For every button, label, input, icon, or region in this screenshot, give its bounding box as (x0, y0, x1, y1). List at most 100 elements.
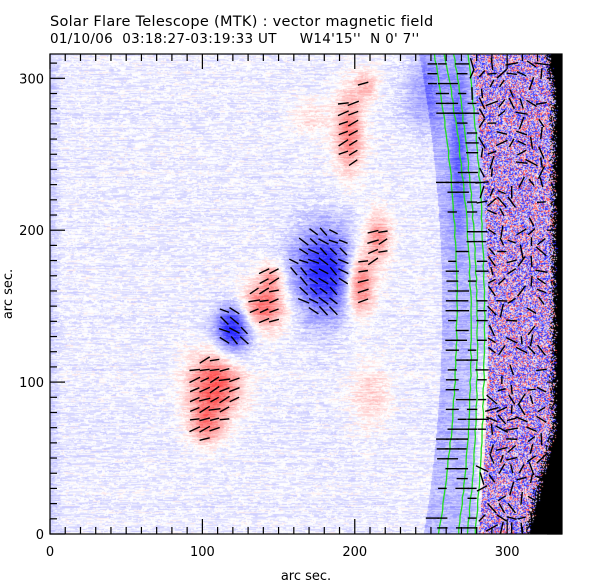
field-vector (189, 376, 201, 384)
field-vector (199, 397, 211, 402)
field-vector (498, 503, 506, 514)
field-vector (475, 465, 489, 473)
field-vector (536, 453, 547, 464)
field-vector (308, 248, 320, 255)
field-vector (529, 395, 534, 405)
field-vector (487, 346, 496, 354)
field-vector (540, 126, 543, 140)
field-vector (329, 277, 338, 285)
field-vector (517, 140, 527, 146)
field-vector (189, 387, 200, 393)
field-vector (338, 120, 349, 126)
field-vector (530, 275, 533, 287)
field-vector (517, 403, 526, 416)
field-vector (496, 299, 508, 302)
field-vector (328, 239, 339, 244)
field-vector (189, 418, 200, 421)
field-vector (479, 185, 485, 199)
field-vector (209, 368, 220, 372)
field-vector (348, 159, 358, 166)
field-vector (338, 277, 349, 285)
field-vector (487, 285, 496, 297)
field-vector (258, 317, 270, 324)
field-vector (478, 70, 486, 78)
field-vector (210, 396, 220, 403)
field-vector (348, 139, 358, 146)
x-tick-label: 300 (495, 545, 520, 560)
field-vector (328, 306, 338, 316)
field-vector (536, 201, 546, 204)
field-vector (536, 344, 546, 356)
field-vector (498, 345, 506, 356)
field-vector (209, 376, 220, 384)
field-vector (508, 97, 515, 110)
field-vector (499, 303, 504, 318)
field-vector (357, 81, 369, 86)
field-vector (497, 495, 507, 502)
field-vector (499, 237, 505, 246)
field-vector (288, 258, 299, 265)
limb-contour-1 (433, 54, 459, 534)
y-axis-label: arc sec. (1, 269, 16, 319)
field-vector (496, 68, 508, 79)
field-vector (539, 157, 543, 168)
field-vector (309, 268, 318, 275)
field-vector (528, 217, 535, 227)
field-vector (527, 436, 536, 443)
field-vector (339, 247, 348, 256)
field-vector (219, 387, 230, 393)
field-vector (298, 248, 309, 255)
field-vector (269, 298, 279, 304)
field-vector (219, 308, 230, 314)
limb-contours (433, 54, 486, 534)
field-vector (209, 385, 220, 394)
field-vector (497, 109, 506, 117)
field-vector (489, 453, 495, 464)
field-vector (489, 188, 495, 197)
field-vector (527, 228, 536, 236)
field-vector (538, 296, 545, 305)
field-vector (529, 334, 534, 347)
field-vector (329, 286, 338, 296)
field-vector (318, 305, 329, 316)
field-vector (537, 485, 546, 492)
field-vector (536, 288, 547, 294)
field-vector (219, 395, 230, 404)
field-vector (485, 406, 499, 412)
field-vector (469, 58, 475, 70)
field-vector (520, 336, 523, 345)
field-vector (337, 110, 349, 117)
field-vector (496, 196, 507, 208)
field-vector (506, 259, 517, 264)
field-vector (478, 108, 486, 119)
field-vector (530, 255, 533, 268)
field-vector (309, 237, 318, 246)
field-vector (259, 299, 269, 303)
field-vector (509, 364, 515, 376)
field-vector (519, 244, 524, 259)
axis-ticks (49, 54, 562, 535)
observation-info: 01/10/06 03:18:27-03:19:33 UT W14'15'' N… (50, 31, 420, 47)
field-vector (516, 149, 527, 156)
field-vector (529, 136, 534, 150)
field-vector (526, 426, 537, 433)
field-vector (529, 444, 534, 454)
field-vector (248, 299, 261, 303)
field-vector (329, 247, 338, 256)
field-vector (478, 118, 486, 128)
field-vector (516, 476, 527, 481)
field-vector (338, 130, 349, 136)
field-vector (478, 514, 486, 522)
x-tick-label: 200 (342, 545, 367, 560)
field-vector (348, 149, 358, 156)
field-vector (519, 98, 524, 109)
field-vector (529, 474, 534, 484)
field-vector (486, 416, 498, 423)
field-vector (367, 229, 379, 234)
field-vector (507, 502, 517, 514)
field-vector (229, 377, 240, 383)
field-vector (318, 268, 329, 275)
field-vector (218, 327, 231, 333)
field-vector (357, 279, 369, 284)
field-vector (490, 423, 494, 435)
